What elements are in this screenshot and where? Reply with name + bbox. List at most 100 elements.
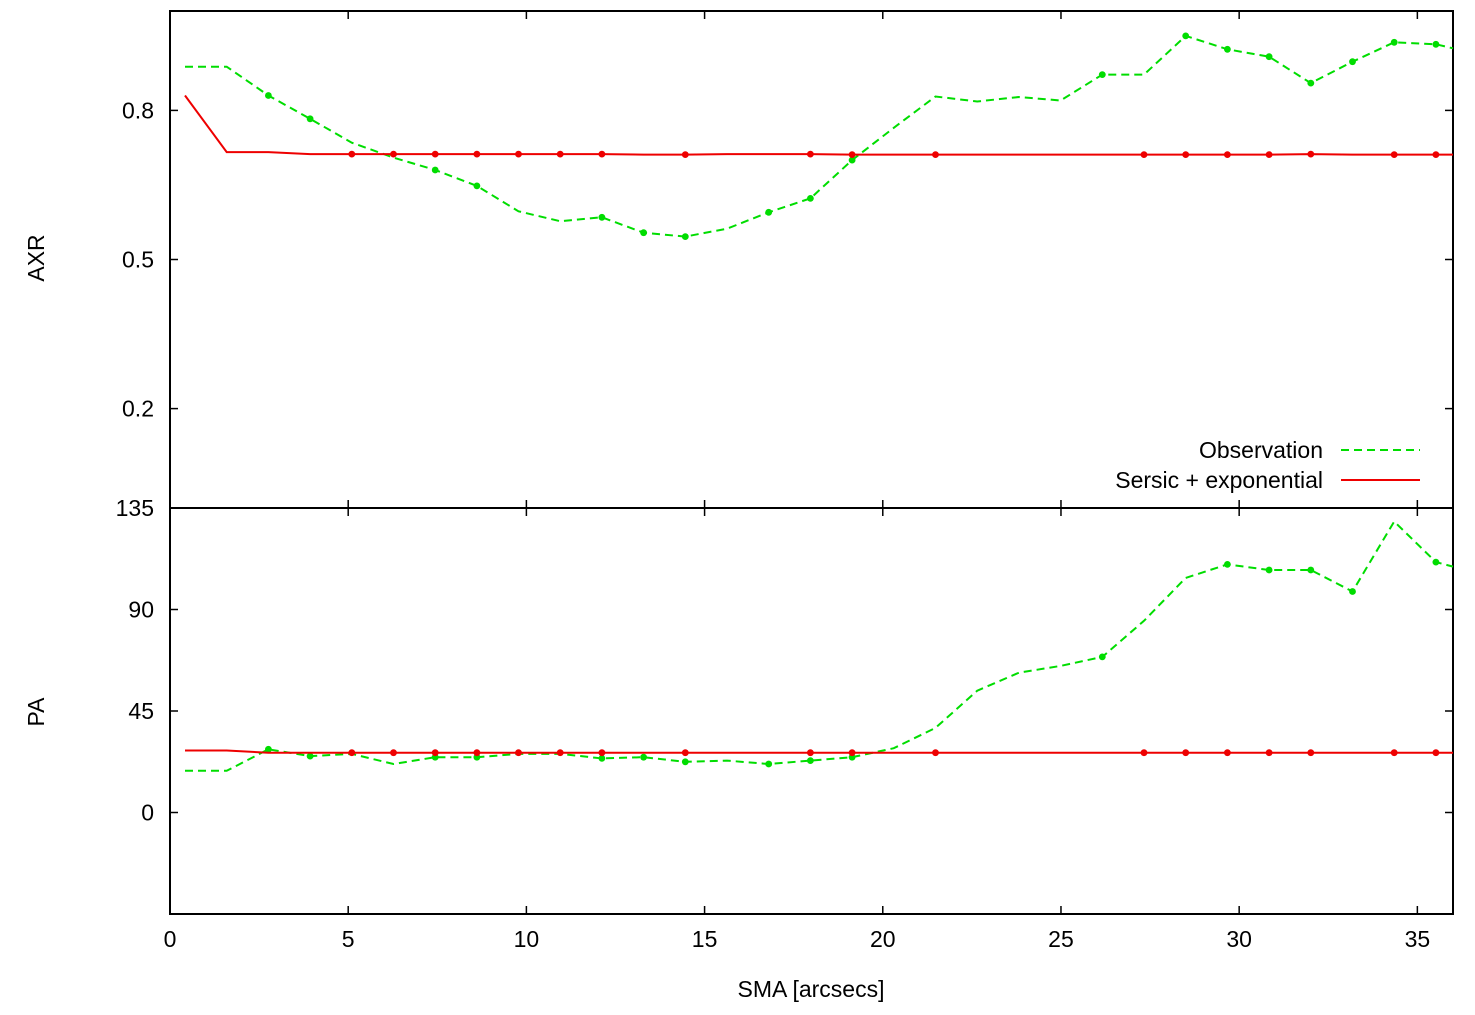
top-data-point-observation [265,92,272,99]
bottom-data-point-sersic-exponential [1307,749,1315,757]
top-data-point-sersic-exponential [473,150,481,158]
top-data-point-observation [306,115,314,123]
top-series-group [184,32,1454,241]
bottom-data-point-sersic-exponential [473,749,481,757]
top-data-point-observation [1349,58,1356,66]
bottom-data-point-observation [1432,558,1440,566]
bottom-data-point-sersic-exponential [1140,749,1148,757]
top-data-point-observation [473,182,481,190]
top-data-point-observation [681,233,689,241]
top-data-point-observation [1265,53,1273,61]
bottom-series-line-sersic-exponential [185,749,1453,754]
top-plot-frame [169,10,1454,509]
legend: Observation Sersic + exponential [1115,437,1420,493]
top-data-point-sersic-exponential [1265,151,1273,159]
bottom-y-tick-label: 45 [128,698,154,724]
top-data-point-observation [1307,79,1315,87]
top-y-tick-label: 0.5 [122,247,154,273]
bottom-data-point-observation [1349,588,1356,595]
top-data-point-observation [848,156,856,164]
bottom-y-axis-label: PA [23,697,49,727]
top-data-point-sersic-exponential [681,151,689,159]
top-data-point-observation [1224,45,1231,53]
bottom-data-point-sersic-exponential [932,749,939,757]
bottom-y-tick-label: 0 [141,800,154,826]
top-data-point-sersic-exponential [348,150,356,158]
top-data-point-sersic-exponential [1432,151,1440,159]
bottom-y-tick-label: 135 [116,495,154,521]
bottom-ticks: 0 5 10 15 20 25 30 35 0 45 90 135 [116,495,1453,952]
top-data-point-sersic-exponential [515,150,522,158]
bottom-y-tick-label: 90 [128,597,154,623]
top-data-point-observation [1390,38,1398,46]
bottom-data-point-observation [765,760,773,768]
bottom-data-point-sersic-exponential [1390,749,1398,757]
bottom-data-point-sersic-exponential [348,749,356,757]
x-tick-label: 25 [1048,926,1074,952]
top-data-point-observation [765,208,773,216]
top-data-point-sersic-exponential [1307,150,1315,158]
top-data-point-sersic-exponential [848,151,856,159]
x-axis-label: SMA [arcsecs] [738,976,885,1002]
top-data-point-observation [598,213,606,221]
x-tick-label: 35 [1405,926,1431,952]
top-data-point-sersic-exponential [807,150,814,158]
bottom-plot-frame [169,507,1454,915]
bottom-data-point-sersic-exponential [515,749,522,757]
x-tick-label: 0 [164,926,177,952]
bottom-data-point-observation [306,752,314,760]
x-tick-label: 5 [342,926,355,952]
top-ticks: 0.2 0.5 0.8 [122,11,1453,508]
top-data-point-sersic-exponential [1224,151,1231,159]
bottom-panel: 0 5 10 15 20 25 30 35 0 45 90 135 PA SMA [arcsecs] [23,495,1454,1002]
top-data-point-sersic-exponential [431,150,439,158]
bottom-series-line-observation [185,519,1454,772]
bottom-data-point-sersic-exponential [681,749,689,757]
top-data-point-sersic-exponential [932,151,939,159]
x-tick-label: 20 [870,926,896,952]
legend-label-observation: Observation [1199,437,1323,463]
top-data-point-sersic-exponential [1390,151,1398,159]
bottom-data-point-sersic-exponential [1432,749,1440,757]
bottom-data-point-observation [1224,561,1231,568]
bottom-data-point-observation [265,745,272,753]
bottom-data-point-sersic-exponential [556,749,564,757]
bottom-data-point-observation [807,757,814,764]
top-data-point-observation [1432,40,1440,48]
bottom-data-point-sersic-exponential [848,749,856,757]
bottom-data-point-sersic-exponential [431,749,439,757]
legend-label-sersic-exponential: Sersic + exponential [1115,467,1323,493]
bottom-data-point-sersic-exponential [1182,749,1190,757]
bottom-data-point-sersic-exponential [390,749,397,757]
top-y-axis-label: AXR [23,234,49,281]
top-y-tick-label: 0.8 [122,97,154,123]
top-series-line-sersic-exponential [184,94,1453,156]
top-data-point-sersic-exponential [1140,151,1148,159]
bottom-data-point-sersic-exponential [1224,749,1231,757]
top-data-point-observation [640,229,647,237]
x-tick-label: 15 [692,926,718,952]
bottom-data-point-observation [598,755,606,762]
bottom-data-point-observation [681,758,689,766]
x-tick-label: 30 [1226,926,1252,952]
bottom-data-point-observation [1098,653,1106,661]
bottom-data-point-observation [1307,566,1315,574]
bottom-data-point-sersic-exponential [1265,749,1273,757]
bottom-data-point-observation [640,753,647,761]
top-data-point-sersic-exponential [598,150,606,158]
bottom-data-point-sersic-exponential [598,749,606,757]
top-y-tick-label: 0.2 [122,396,154,422]
top-data-point-observation [1182,32,1190,40]
top-series-line-observation [185,34,1454,238]
top-data-point-sersic-exponential [1182,151,1190,159]
x-tick-label: 10 [514,926,540,952]
bottom-data-point-sersic-exponential [807,749,814,757]
top-data-point-observation [807,195,814,202]
top-data-point-sersic-exponential [556,150,564,158]
top-panel: 0.2 0.5 0.8 AXR Observation Sersic + expon… [23,10,1454,509]
top-data-point-observation [1098,71,1106,78]
top-data-point-sersic-exponential [390,150,397,158]
top-data-point-observation [431,166,439,174]
bottom-data-point-observation [1265,566,1273,574]
